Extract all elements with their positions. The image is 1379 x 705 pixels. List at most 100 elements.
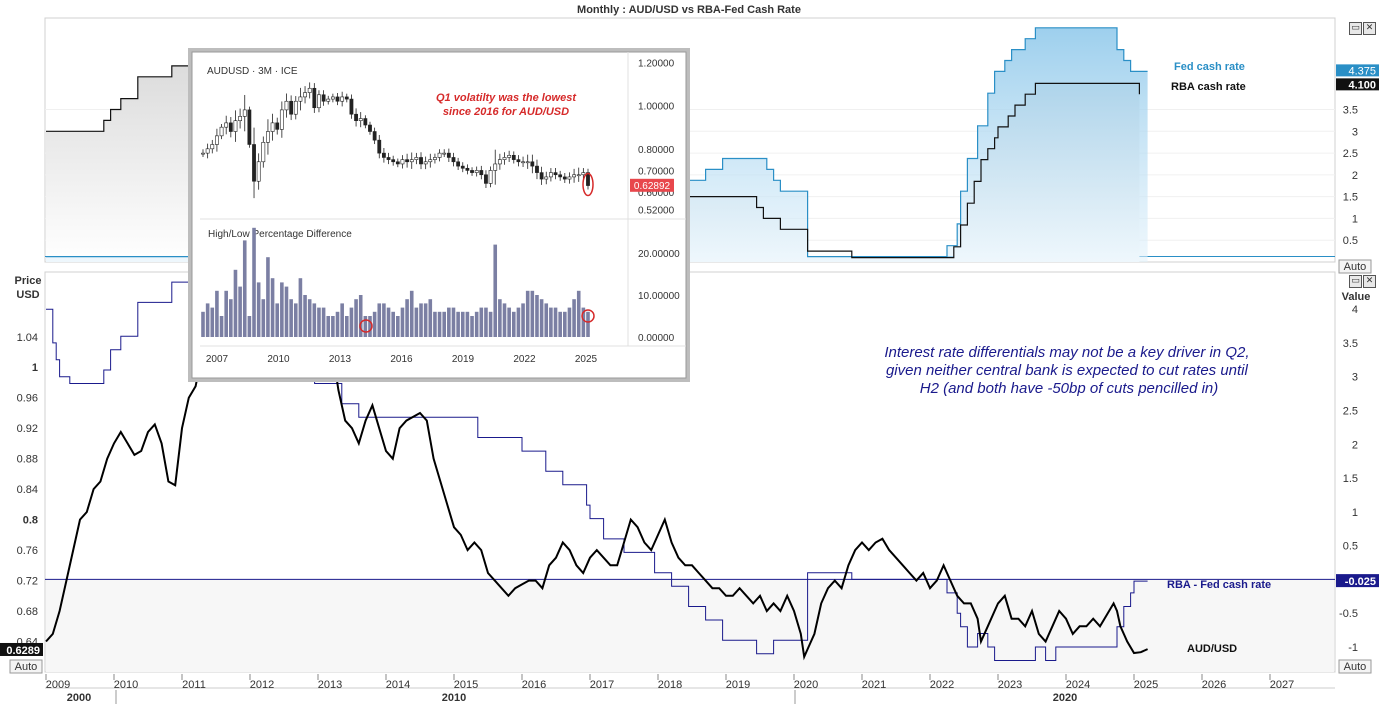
inset-volatility-bar	[391, 311, 395, 337]
inset-volatility-bar	[321, 307, 326, 337]
inset-highlight-2025	[581, 309, 595, 323]
inset-candle-body	[242, 109, 247, 117]
inset-volatility-bar	[247, 316, 252, 337]
top-y-tick-label: 2	[1352, 170, 1358, 182]
inset-candle-body	[488, 170, 493, 184]
inset-volatility-bar	[544, 303, 549, 337]
inset-volatility-bar	[219, 316, 224, 337]
inset-price-tick: 1.20000	[638, 58, 675, 69]
inset-candle-body	[298, 96, 303, 102]
inset-volatility-bar	[451, 307, 456, 337]
inset-candle-body	[293, 100, 298, 115]
aud-last-value: 0.6289	[6, 645, 40, 657]
inset-volatility-bar	[470, 316, 474, 337]
inset-x-label: 2019	[452, 354, 475, 365]
inset-volatility-bar	[530, 290, 535, 337]
inset-candle-body	[289, 100, 294, 115]
top-y-tick-label: 0.5	[1343, 235, 1358, 247]
chart-title: Monthly : AUD/USD vs RBA-Fed Cash Rate	[577, 4, 801, 16]
inset-volatility-bar	[511, 311, 516, 337]
inset-volatility-bar	[386, 307, 391, 337]
inset-candle-body	[317, 94, 321, 109]
left-y-tick-label: 0.92	[17, 423, 38, 435]
below-zero-shading	[46, 579, 1334, 672]
inset-volatility-bar	[303, 295, 307, 337]
inset-volatility-bar	[298, 278, 303, 337]
inset-candle-body	[247, 109, 252, 145]
inset-volatility-bar	[442, 311, 447, 337]
main-panel-restore-button[interactable]: ▭	[1349, 275, 1362, 288]
inset-price-tick: 0.52000	[638, 205, 675, 216]
right-y-tick-label: 1	[1352, 507, 1358, 519]
inset-price-tick: 1.00000	[638, 102, 675, 113]
inset-candle-body	[256, 161, 261, 182]
top-panel-close-button[interactable]: ✕	[1363, 22, 1376, 35]
inset-candle-body	[507, 154, 512, 158]
top-panel-restore-button[interactable]: ▭	[1349, 22, 1362, 35]
inset-candle-body	[340, 96, 345, 102]
x-tick-label: 2012	[250, 679, 274, 691]
inset-candle-body	[558, 174, 563, 178]
right-y-tick-label: 4	[1352, 304, 1358, 316]
right-y-tick-label: 2	[1352, 439, 1358, 451]
x-tick-label: 2025	[1134, 679, 1158, 691]
inset-candle-body	[516, 159, 521, 163]
inset-candle-body	[553, 172, 558, 176]
inset-volatility-bar	[229, 299, 233, 337]
inset-volatility-bar	[525, 290, 530, 337]
inset-volatility-bar	[252, 227, 256, 337]
fed-last-value-badge	[1336, 64, 1379, 77]
inset-candle-body	[423, 161, 428, 165]
inset-volatility-bar	[307, 299, 312, 337]
inset-volatility-bar	[363, 316, 368, 337]
inset-price-tick: 0.70000	[638, 166, 675, 177]
x-tick-label: 2020	[794, 679, 818, 691]
inset-volatility-bar	[419, 303, 423, 337]
inset-volatility-bar	[516, 307, 521, 337]
top-y-tick-label: 1.5	[1343, 192, 1358, 204]
inset-candle-body	[386, 157, 391, 160]
inset-volatility-bar	[558, 311, 562, 337]
inset-title: AUDUSD · 3M · ICE	[207, 66, 298, 77]
legend-aud-usd: AUD/USD	[1187, 643, 1237, 655]
right-y-tick-label: 2.5	[1343, 406, 1358, 418]
inset-candle-body	[391, 159, 396, 163]
inset-candle-body	[349, 98, 354, 115]
x-tick-label: 2027	[1270, 679, 1294, 691]
inset-candle-body	[581, 172, 586, 176]
inset-candle-body	[446, 152, 451, 158]
inset-volatility-bar	[335, 311, 340, 337]
inset-volatility-bar	[428, 299, 433, 337]
inset-volatility-bar	[358, 295, 363, 337]
inset-volatility-bar	[493, 244, 498, 337]
inset-candle-body	[205, 148, 210, 154]
inset-volatility-bar	[293, 303, 298, 337]
main-panel-grid	[45, 578, 1335, 672]
right-axis-title: Value	[1342, 291, 1371, 303]
fed-last-value: 4.375	[1348, 65, 1376, 77]
left-y-tick-label: 0.84	[17, 484, 38, 496]
inset-candle-body	[419, 157, 423, 165]
inset-volatility-bar	[507, 307, 511, 337]
inset-candle-body	[275, 122, 280, 130]
inset-volatility-bar	[460, 311, 465, 337]
inset-candle-body	[428, 159, 433, 163]
inset-candle-body	[544, 176, 549, 180]
inset-volatility-bar	[502, 303, 507, 337]
legend-rba-cash-rate: RBA cash rate	[1171, 81, 1246, 93]
left-y-tick-label: 0.76	[17, 545, 38, 557]
inset-candle-body	[539, 172, 544, 180]
inset-volatility-bar	[433, 311, 437, 337]
left-price-axis: 0.640.680.720.760.80.840.880.920.9611.04…	[0, 332, 43, 674]
main-panel-close-button[interactable]: ✕	[1363, 275, 1376, 288]
inset-candle-body	[530, 161, 535, 167]
right-y-tick-label: 3	[1352, 372, 1358, 384]
inset-candle-body	[266, 131, 270, 143]
inset-volatility-bar	[498, 299, 502, 337]
inset-volatility-bar	[270, 278, 275, 337]
inset-volatility-bar	[331, 316, 335, 337]
x-tick-label: 2015	[454, 679, 478, 691]
inset-sub-tick: 10.00000	[638, 291, 680, 302]
inset-volatility-bar	[549, 307, 553, 337]
